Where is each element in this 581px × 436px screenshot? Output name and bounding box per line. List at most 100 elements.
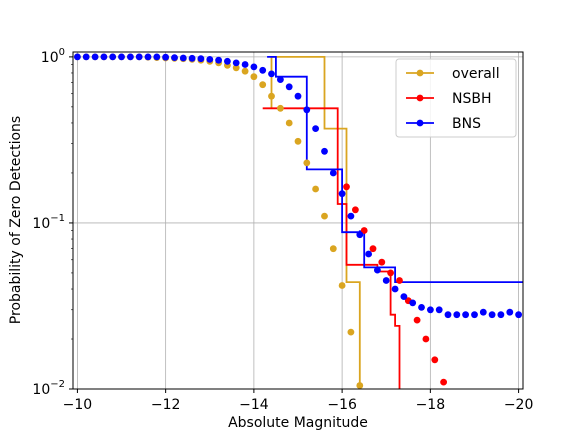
overall-point	[294, 137, 302, 145]
overall-point	[285, 119, 293, 127]
x-tick-label: −16	[327, 397, 357, 413]
BNS-point	[241, 61, 249, 68]
overall-point	[347, 328, 355, 336]
legend-box	[395, 58, 517, 138]
BNS-point	[250, 63, 258, 71]
BNS-point	[232, 59, 240, 67]
x-axis-label: Absolute Magnitude	[228, 415, 368, 431]
BNS-point	[224, 57, 231, 65]
BNS-point	[374, 266, 381, 274]
BNS-point	[471, 311, 478, 319]
NSBH-point	[449, 402, 456, 409]
BNS-point	[171, 54, 178, 61]
legend-marker-BNS	[416, 119, 424, 127]
NSBH-point	[387, 269, 394, 277]
BNS-point	[100, 53, 108, 61]
overall-point	[312, 185, 319, 193]
y-tick-label: 10−1	[32, 213, 65, 232]
BNS-point	[382, 277, 390, 284]
BNS-point	[400, 293, 408, 300]
BNS-point	[74, 53, 81, 61]
overall-point	[329, 245, 337, 253]
NSBH-point	[360, 227, 368, 234]
BNS-point	[462, 311, 469, 319]
x-tick-label: −20	[504, 397, 534, 413]
legend-marker-overall	[416, 69, 424, 77]
overall-point	[241, 67, 249, 75]
x-tick-label: −14	[239, 397, 269, 413]
BNS-point	[479, 308, 487, 316]
overall-point	[338, 282, 346, 289]
overall-point	[250, 73, 258, 81]
legend: overall NSBH BNS	[395, 58, 517, 138]
BNS-point	[135, 53, 143, 61]
NSBH-point	[431, 356, 439, 364]
overall-point	[321, 212, 328, 220]
NSBH-point	[352, 206, 359, 214]
BNS-point	[294, 92, 302, 100]
BNS-point	[268, 70, 275, 78]
BNS-point	[488, 311, 496, 319]
overall-step-line	[270, 56, 361, 389]
NSBH-point	[343, 183, 350, 191]
axes: −10 −12 −14 −16 −18 −20 100 10−1 10−2	[32, 47, 533, 413]
BNS-point	[109, 53, 117, 61]
overall-point	[268, 92, 275, 100]
BNS-point	[277, 76, 284, 83]
BNS-point	[215, 56, 223, 64]
BNS-point	[453, 311, 461, 319]
legend-label-NSBH: NSBH	[452, 91, 492, 107]
y-tick-label: 10−2	[32, 379, 65, 398]
BNS-point	[118, 53, 125, 61]
BNS-point	[197, 55, 205, 63]
BNS-step-line	[267, 56, 523, 284]
BNS-point	[162, 53, 170, 61]
overall-point	[356, 382, 364, 389]
BNS-point	[365, 250, 372, 258]
overall-point	[259, 81, 267, 89]
y-axis-label: Probability of Zero Detections	[8, 116, 24, 324]
legend-label-BNS: BNS	[452, 116, 481, 132]
series-layer	[74, 53, 523, 409]
NSBH-point	[422, 335, 430, 343]
x-tick-label: −18	[416, 397, 446, 413]
BNS-point	[312, 125, 319, 132]
BNS-point	[391, 285, 399, 293]
BNS-point	[497, 311, 505, 319]
overall-point	[303, 159, 311, 167]
BNS-point	[427, 306, 434, 314]
NSBH-point	[396, 277, 403, 284]
NSBH-point	[440, 378, 447, 386]
legend-marker-NSBH	[416, 94, 424, 102]
legend-label-overall: overall	[452, 66, 500, 82]
BNS-point	[153, 53, 161, 61]
overall-point	[232, 64, 240, 72]
BNS-point	[444, 311, 452, 319]
NSBH-point	[413, 316, 421, 324]
BNS-point	[409, 299, 417, 307]
NSBH-point	[369, 245, 377, 253]
x-tick-label: −10	[63, 397, 93, 413]
BNS-point	[347, 212, 355, 220]
BNS-point	[338, 190, 346, 198]
BNS-point	[329, 169, 337, 177]
BNS-point	[321, 147, 328, 155]
BNS-point	[418, 304, 425, 311]
BNS-point	[179, 54, 187, 62]
BNS-point	[506, 308, 514, 316]
NSBH-point	[378, 258, 386, 266]
BNS-point	[285, 83, 293, 91]
BNS-point	[303, 106, 311, 114]
BNS-point	[259, 66, 267, 74]
BNS-point	[356, 231, 364, 239]
BNS-point	[188, 54, 196, 62]
BNS-point	[206, 56, 214, 63]
BNS-point	[144, 53, 152, 61]
overall-point	[277, 104, 284, 112]
BNS-point	[435, 306, 443, 314]
BNS-point	[82, 53, 90, 61]
plot-frame	[72, 51, 524, 390]
BNS-point	[126, 53, 134, 61]
BNS-point	[91, 53, 99, 61]
